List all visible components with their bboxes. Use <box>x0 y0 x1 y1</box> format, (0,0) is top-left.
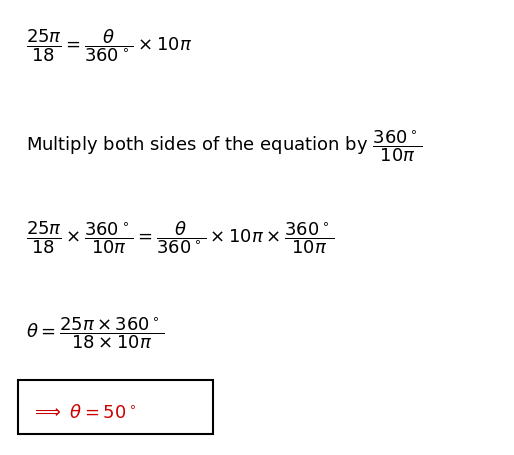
Text: Multiply both sides of the equation by $\dfrac{360^\circ}{10\pi}$: Multiply both sides of the equation by $… <box>26 128 422 163</box>
Text: $\theta = \dfrac{25\pi \times 360^\circ}{18 \times 10\pi}$: $\theta = \dfrac{25\pi \times 360^\circ}… <box>26 314 164 350</box>
Text: $\dfrac{25\pi}{18} = \dfrac{\theta}{360^\circ} \times 10\pi$: $\dfrac{25\pi}{18} = \dfrac{\theta}{360^… <box>26 27 192 64</box>
Text: $\Longrightarrow\ \theta = 50^\circ$: $\Longrightarrow\ \theta = 50^\circ$ <box>31 403 136 421</box>
FancyBboxPatch shape <box>18 380 213 435</box>
Text: $\dfrac{25\pi}{18} \times \dfrac{360^\circ}{10\pi} = \dfrac{\theta}{360^\circ} \: $\dfrac{25\pi}{18} \times \dfrac{360^\ci… <box>26 218 334 255</box>
